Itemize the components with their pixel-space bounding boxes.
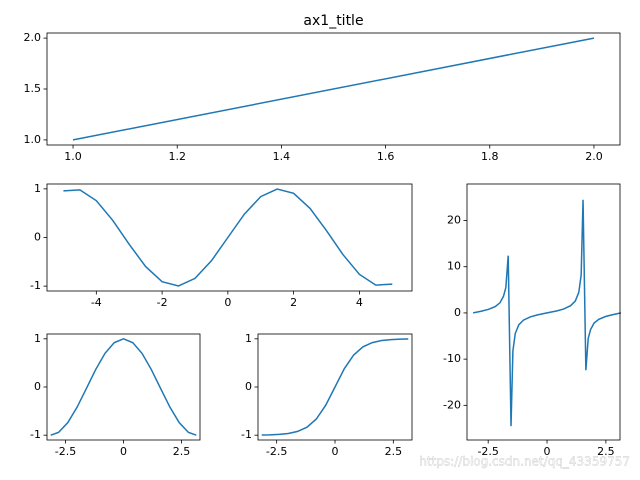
y-tick-label: 1 <box>34 332 41 345</box>
watermark: https://blog.csdn.net/qq_43359757 <box>419 455 630 469</box>
y-tick-label: 1 <box>245 332 252 345</box>
x-tick-label: 1.2 <box>168 150 186 163</box>
x-tick-label: 2.5 <box>173 445 191 458</box>
x-tick-label: -2.5 <box>477 445 498 458</box>
y-tick-label: -1 <box>30 428 41 441</box>
y-tick-label: 2.0 <box>24 31 42 44</box>
x-tick-label: -2 <box>157 296 168 309</box>
x-tick-label: -4 <box>91 296 102 309</box>
y-tick-label: -1 <box>30 279 41 292</box>
x-tick-label: 2.0 <box>585 150 603 163</box>
y-tick-label: -1 <box>241 428 252 441</box>
x-tick-label: 0 <box>544 445 551 458</box>
line <box>72 37 595 141</box>
x-tick-label: 0 <box>224 296 231 309</box>
x-tick-label: 4 <box>356 296 363 309</box>
line <box>50 338 197 436</box>
line <box>472 199 622 427</box>
y-tick-label: 0 <box>245 380 252 393</box>
x-tick-label: -2.5 <box>266 445 287 458</box>
x-tick-label: 2.5 <box>597 445 615 458</box>
x-tick-label: 2.5 <box>385 445 403 458</box>
x-tick-label: -2.5 <box>55 445 76 458</box>
y-tick-label: -20 <box>443 398 461 411</box>
y-tick-label: 1 <box>34 182 41 195</box>
x-tick-label: 1.0 <box>64 150 82 163</box>
x-tick-label: 0 <box>120 445 127 458</box>
y-tick-label: 0 <box>34 231 41 244</box>
y-tick-label: 1.0 <box>24 133 42 146</box>
x-tick-label: 1.8 <box>481 150 499 163</box>
x-tick-label: 1.6 <box>377 150 395 163</box>
y-tick-label: 1.5 <box>24 82 42 95</box>
x-tick-label: 2 <box>290 296 297 309</box>
line <box>261 338 409 436</box>
line <box>63 188 393 287</box>
y-tick-label: 10 <box>447 260 461 273</box>
chart-title: ax1_title <box>303 13 363 29</box>
y-tick-label: 0 <box>34 380 41 393</box>
x-tick-label: 1.4 <box>273 150 291 163</box>
x-tick-label: 0 <box>332 445 339 458</box>
y-tick-label: 0 <box>454 306 461 319</box>
y-tick-label: 20 <box>447 214 461 227</box>
axes-frame <box>466 183 621 441</box>
y-tick-label: -10 <box>443 352 461 365</box>
